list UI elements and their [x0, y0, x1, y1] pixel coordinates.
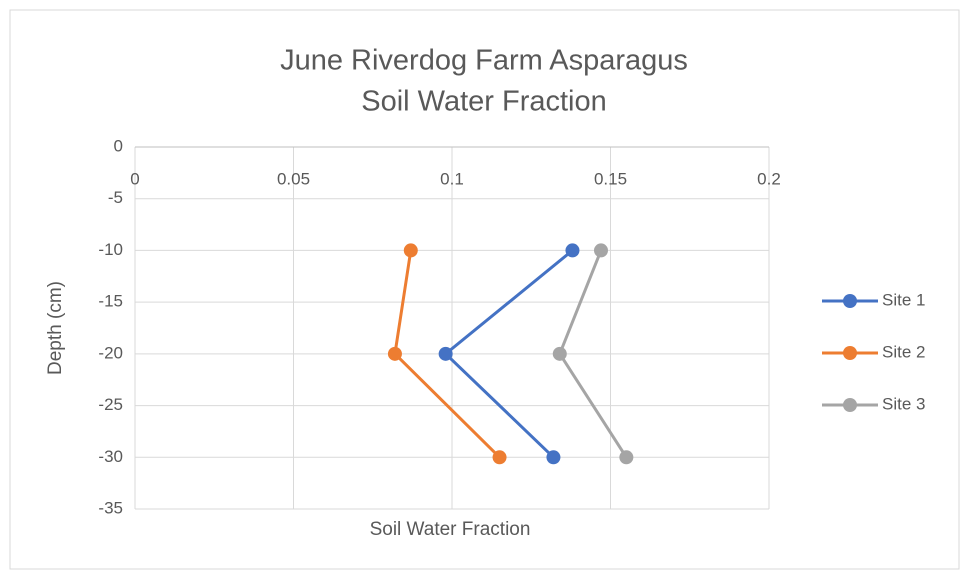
marker	[492, 450, 507, 465]
legend-label: Site 2	[882, 342, 925, 361]
y-tick-label: -10	[98, 240, 123, 259]
x-axis-label: Soil Water Fraction	[370, 519, 531, 540]
legend-marker	[843, 346, 857, 360]
legend-label: Site 3	[882, 394, 925, 413]
y-tick-label: -30	[98, 447, 123, 466]
chart-border	[9, 9, 960, 570]
y-axis-label: Depth (cm)	[45, 281, 66, 375]
marker	[552, 346, 567, 361]
legend-marker	[843, 294, 857, 308]
chart-title: Soil Water Fraction	[361, 86, 607, 118]
y-tick-label: -5	[108, 188, 123, 207]
marker	[546, 450, 561, 465]
marker	[619, 450, 634, 465]
y-tick-label: -25	[98, 395, 123, 414]
y-tick-label: -15	[98, 292, 123, 311]
legend-marker	[843, 398, 857, 412]
x-tick-label: 0.1	[440, 169, 464, 188]
legend-label: Site 1	[882, 290, 925, 309]
x-tick-label: 0.05	[277, 169, 310, 188]
marker	[438, 346, 453, 361]
x-tick-label: 0.2	[757, 169, 781, 188]
x-tick-label: 0.15	[594, 169, 627, 188]
y-tick-label: -35	[98, 498, 123, 517]
y-tick-label: -20	[98, 343, 123, 362]
marker	[593, 243, 608, 258]
marker	[565, 243, 580, 258]
y-tick-label: 0	[114, 136, 123, 155]
x-tick-label: 0	[130, 169, 139, 188]
marker	[387, 346, 402, 361]
marker	[403, 243, 418, 258]
chart-title: June Riverdog Farm Asparagus	[280, 45, 688, 77]
